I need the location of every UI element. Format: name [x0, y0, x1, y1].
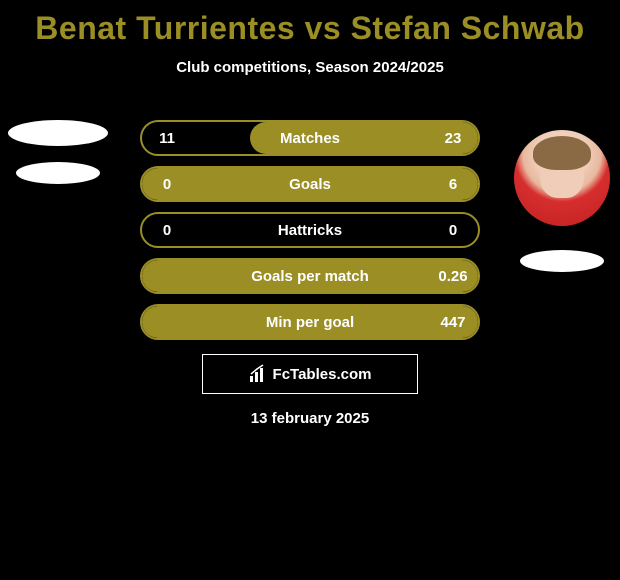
stat-value-right: 0.26: [428, 268, 478, 285]
player-right-avatar: [512, 130, 612, 272]
stat-label: Matches: [192, 130, 428, 147]
stat-row: 0Hattricks0: [140, 212, 480, 248]
branding-text: FcTables.com: [273, 366, 372, 383]
stats-panel: 11Matches230Goals60Hattricks0Goals per m…: [140, 120, 480, 350]
page-title: Benat Turrientes vs Stefan Schwab: [0, 0, 620, 47]
player-photo: [514, 130, 610, 226]
avatar-placeholder-oval: [8, 120, 108, 146]
stat-label: Goals per match: [192, 268, 428, 285]
branding-box: FcTables.com: [202, 354, 418, 394]
avatar-placeholder-oval: [16, 162, 100, 184]
comparison-card: Benat Turrientes vs Stefan Schwab Club c…: [0, 0, 620, 580]
avatar-placeholder-oval: [520, 250, 604, 272]
stat-label: Hattricks: [192, 222, 428, 239]
player-left-avatar: [8, 120, 108, 184]
stat-value-right: 23: [428, 130, 478, 147]
stat-label: Goals: [192, 176, 428, 193]
stat-value-right: 447: [428, 314, 478, 331]
stat-value-left: 0: [142, 176, 192, 193]
stat-label: Min per goal: [192, 314, 428, 331]
stat-value-left: 11: [142, 130, 192, 147]
stat-value-right: 6: [428, 176, 478, 193]
subtitle: Club competitions, Season 2024/2025: [0, 59, 620, 76]
stat-row: Goals per match0.26: [140, 258, 480, 294]
stat-row: 11Matches23: [140, 120, 480, 156]
stat-value-right: 0: [428, 222, 478, 239]
stat-value-left: 0: [142, 222, 192, 239]
date-label: 13 february 2025: [0, 410, 620, 427]
stat-row: Min per goal447: [140, 304, 480, 340]
barchart-icon: [249, 364, 269, 384]
stat-row: 0Goals6: [140, 166, 480, 202]
